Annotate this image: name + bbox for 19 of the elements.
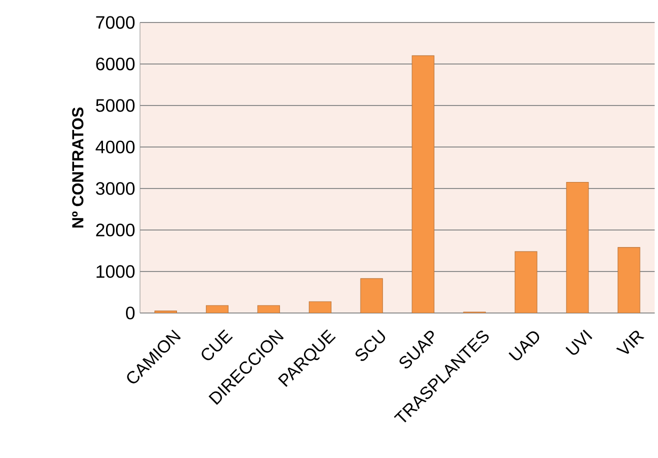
- bar: [514, 251, 538, 313]
- y-tick-label: 6000: [96, 58, 135, 70]
- bar: [206, 305, 228, 313]
- x-tick-label: UVI: [566, 330, 592, 355]
- y-tick-label: 5000: [96, 99, 135, 112]
- bar: [360, 278, 383, 313]
- y-tick-label: 7000: [96, 16, 135, 29]
- y-tick-label: 0: [126, 306, 135, 320]
- x-tick-label: VIR: [616, 330, 644, 354]
- y-tick-label: 1000: [96, 265, 135, 278]
- bar: [308, 301, 332, 313]
- y-tick-label: 2000: [96, 224, 135, 236]
- bar: [618, 247, 640, 313]
- y-tick-label: 4000: [96, 140, 135, 154]
- y-axis-title: Nº CONTRATOS: [72, 108, 84, 228]
- y-tick-label: 3000: [96, 182, 135, 195]
- bar: [566, 182, 589, 313]
- bar: [412, 55, 434, 313]
- bar: [257, 305, 280, 313]
